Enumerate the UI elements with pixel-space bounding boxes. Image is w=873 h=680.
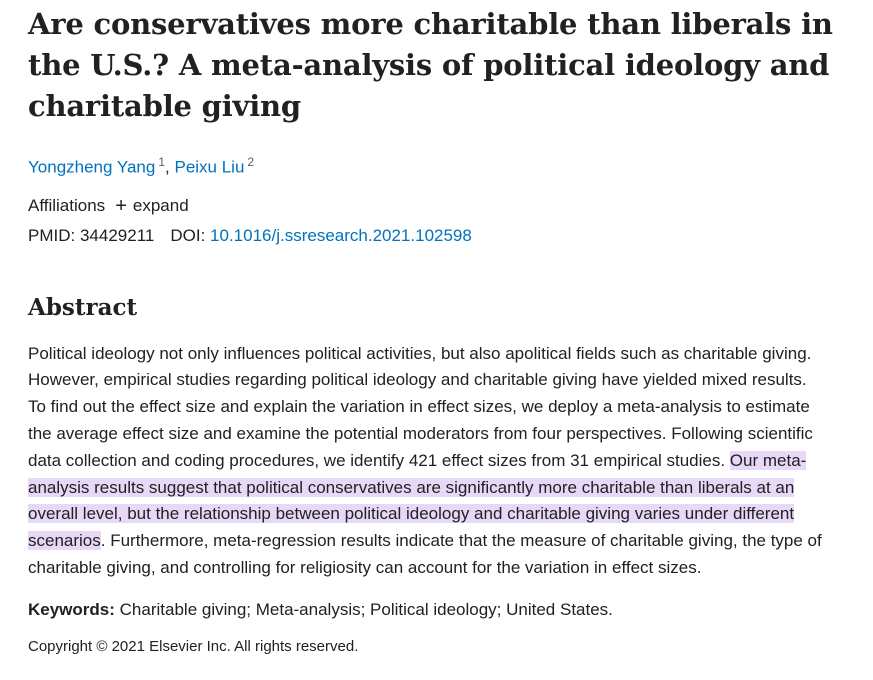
article-title: Are conservatives more charitable than l… — [28, 7, 833, 123]
keywords-label: Keywords: — [28, 599, 115, 619]
author-affiliation-sup-2[interactable]: 2 — [247, 155, 255, 169]
abstract-text: Political ideology not only influences p… — [28, 341, 828, 582]
author-link-2[interactable]: Peixu Liu — [174, 157, 245, 177]
doi: DOI: 10.1016/j.ssresearch.2021.102598 — [170, 225, 472, 247]
pmid-label: PMID: — [28, 225, 76, 245]
abstract-text-before: Political ideology not only influences p… — [28, 343, 813, 470]
doi-label: DOI: — [170, 225, 206, 245]
article-page: Are conservatives more charitable than l… — [28, 0, 848, 657]
copyright: Copyright © 2021 Elsevier Inc. All right… — [28, 637, 359, 655]
affiliations-row: Affiliations + expand — [28, 195, 848, 217]
plus-icon: + — [115, 194, 127, 217]
keywords: Keywords: Charitable giving; Meta-analys… — [28, 599, 848, 621]
author-affiliation-sup-1[interactable]: 1 — [158, 155, 166, 169]
identifiers-row: PMID: 34429211 DOI: 10.1016/j.ssresearch… — [28, 225, 848, 247]
doi-link[interactable]: 10.1016/j.ssresearch.2021.102598 — [210, 225, 472, 245]
pmid-value: 34429211 — [79, 225, 155, 245]
pmid: PMID: 34429211 — [28, 225, 154, 247]
author-separator: , — [165, 157, 170, 177]
author-link-1[interactable]: Yongzheng Yang — [28, 157, 156, 177]
expand-label: expand — [132, 195, 189, 215]
affiliations-expand-button[interactable]: + expand — [115, 195, 188, 217]
abstract-heading: Abstract — [28, 293, 138, 321]
keywords-text: Charitable giving; Meta-analysis; Politi… — [119, 599, 613, 619]
abstract-text-after: . Furthermore, meta-regression results i… — [28, 531, 822, 578]
author-list: Yongzheng Yang 1, Peixu Liu 2 — [28, 151, 848, 179]
affiliations-label: Affiliations — [28, 195, 106, 215]
